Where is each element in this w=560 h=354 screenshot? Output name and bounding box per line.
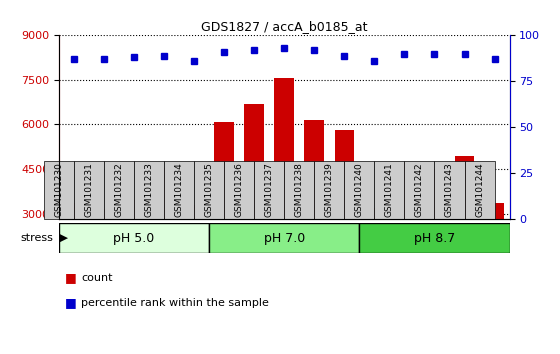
Bar	[334, 130, 354, 219]
Text: ■: ■	[64, 272, 76, 284]
Text: GSM101232: GSM101232	[114, 162, 123, 217]
Bar	[104, 161, 134, 219]
Text: percentile rank within the sample: percentile rank within the sample	[81, 298, 269, 308]
Text: GSM101240: GSM101240	[355, 162, 364, 217]
Text: ▶: ▶	[56, 233, 68, 243]
Bar	[194, 161, 224, 219]
Bar	[94, 209, 114, 219]
Text: stress: stress	[20, 233, 53, 243]
Bar	[154, 167, 174, 219]
Bar	[284, 161, 314, 219]
Bar	[209, 223, 360, 253]
Text: GSM101233: GSM101233	[144, 162, 153, 217]
Bar	[59, 223, 209, 253]
Bar	[374, 161, 404, 219]
Text: pH 8.7: pH 8.7	[414, 232, 455, 245]
Bar	[244, 104, 264, 219]
Text: pH 7.0: pH 7.0	[264, 232, 305, 245]
Text: pH 5.0: pH 5.0	[113, 232, 155, 245]
Bar	[435, 161, 465, 219]
Text: GSM101237: GSM101237	[265, 162, 274, 217]
Bar	[224, 161, 254, 219]
Text: GSM101239: GSM101239	[325, 162, 334, 217]
Bar	[344, 161, 374, 219]
Bar	[184, 205, 204, 219]
Text: GSM101242: GSM101242	[415, 163, 424, 217]
Text: GSM101238: GSM101238	[295, 162, 304, 217]
Bar	[465, 161, 494, 219]
Text: GSM101236: GSM101236	[235, 162, 244, 217]
Title: GDS1827 / accA_b0185_at: GDS1827 / accA_b0185_at	[201, 20, 367, 33]
Text: GSM101244: GSM101244	[475, 163, 484, 217]
Text: GSM101234: GSM101234	[175, 162, 184, 217]
Bar	[455, 156, 474, 219]
Bar	[214, 121, 234, 219]
Bar	[124, 200, 144, 219]
Bar	[485, 203, 505, 219]
Text: count: count	[81, 273, 113, 283]
Bar	[254, 161, 284, 219]
Bar	[365, 207, 384, 219]
Text: ■: ■	[64, 296, 76, 309]
Bar	[64, 203, 83, 219]
Text: GSM101243: GSM101243	[445, 162, 454, 217]
Bar	[305, 120, 324, 219]
Bar	[134, 161, 164, 219]
Bar	[44, 161, 74, 219]
Bar	[74, 161, 104, 219]
Bar	[314, 161, 344, 219]
Bar	[424, 169, 444, 219]
Text: GSM101235: GSM101235	[204, 162, 213, 217]
Bar	[404, 161, 435, 219]
Text: GSM101241: GSM101241	[385, 162, 394, 217]
Bar	[274, 79, 294, 219]
Text: GSM101231: GSM101231	[85, 162, 94, 217]
Bar	[360, 223, 510, 253]
Bar	[164, 161, 194, 219]
Bar	[395, 163, 414, 219]
Text: GSM101230: GSM101230	[54, 162, 63, 217]
